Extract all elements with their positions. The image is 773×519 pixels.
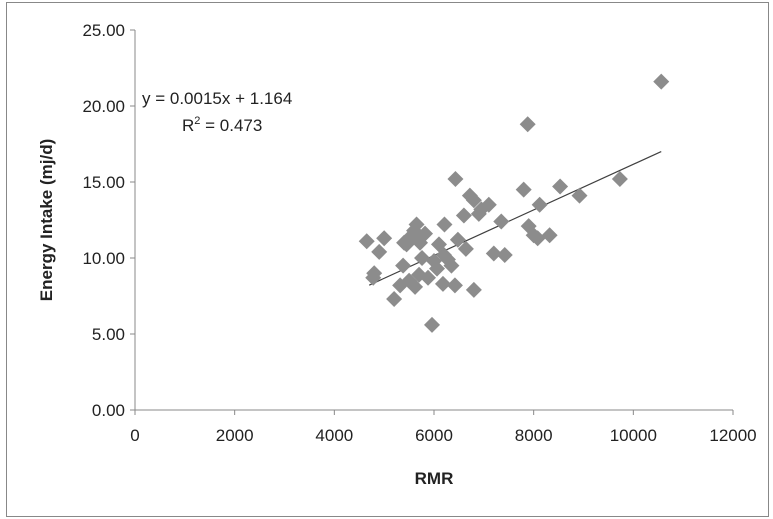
trendline-equation: y = 0.0015x + 1.164 <box>142 89 292 108</box>
y-tick-label: 15.00 <box>82 173 125 192</box>
data-point <box>515 181 532 198</box>
trendline <box>368 150 662 286</box>
y-axis-title: Energy Intake (mj/d) <box>37 139 56 301</box>
data-point <box>428 260 445 277</box>
x-tick-label: 2000 <box>216 426 254 445</box>
data-point <box>519 116 536 133</box>
r-squared-prefix: R <box>182 116 194 135</box>
x-axis-title: RMR <box>415 469 454 488</box>
r-squared-superscript: 2 <box>194 115 200 127</box>
y-tick-label: 0.00 <box>92 401 125 420</box>
data-point <box>420 269 437 286</box>
r-squared-label: R2 = 0.473 <box>182 115 262 135</box>
data-point <box>395 257 412 274</box>
x-tick-label: 4000 <box>315 426 353 445</box>
data-point <box>371 243 388 260</box>
data-point <box>407 278 424 295</box>
data-point <box>408 216 425 233</box>
data-point <box>465 192 482 209</box>
data-point <box>493 213 510 230</box>
x-tick-label: 12000 <box>709 426 756 445</box>
data-point <box>480 196 497 213</box>
data-point <box>529 230 546 247</box>
trendline-annotation: y = 0.0015x + 1.164 R2 = 0.473 <box>142 89 292 135</box>
data-point <box>455 207 472 224</box>
y-tick-label: 5.00 <box>92 325 125 344</box>
data-point <box>653 73 670 90</box>
data-point <box>552 178 569 195</box>
data-point <box>424 316 441 333</box>
data-point <box>611 170 628 187</box>
data-point <box>541 227 558 244</box>
data-point <box>485 245 502 262</box>
data-point <box>358 233 375 250</box>
x-tick-label: 10000 <box>610 426 657 445</box>
plot-area: 0.00 5.00 10.00 15.00 20.00 25.00 0 2000 4000 600… <box>82 21 756 445</box>
y-tick-label: 25.00 <box>82 21 125 40</box>
data-point <box>446 277 463 294</box>
y-tick-label: 20.00 <box>82 97 125 116</box>
data-point <box>376 230 393 247</box>
chart-border <box>6 2 769 517</box>
x-tick-label: 0 <box>130 426 139 445</box>
data-point <box>386 291 403 308</box>
data-point <box>447 170 464 187</box>
data-point <box>414 250 431 266</box>
data-point <box>449 231 466 248</box>
data-point <box>443 257 460 274</box>
data-point <box>465 281 482 298</box>
data-point <box>457 240 474 257</box>
r-squared-value: = 0.473 <box>200 116 262 135</box>
data-point <box>571 187 588 204</box>
data-point <box>436 216 453 233</box>
data-point <box>496 246 513 263</box>
data-point <box>417 225 434 242</box>
x-tick-label: 6000 <box>415 426 453 445</box>
y-tick-label: 10.00 <box>82 249 125 268</box>
data-point <box>531 196 548 213</box>
data-point <box>434 275 451 292</box>
x-tick-label: 8000 <box>515 426 553 445</box>
data-point <box>366 265 383 282</box>
